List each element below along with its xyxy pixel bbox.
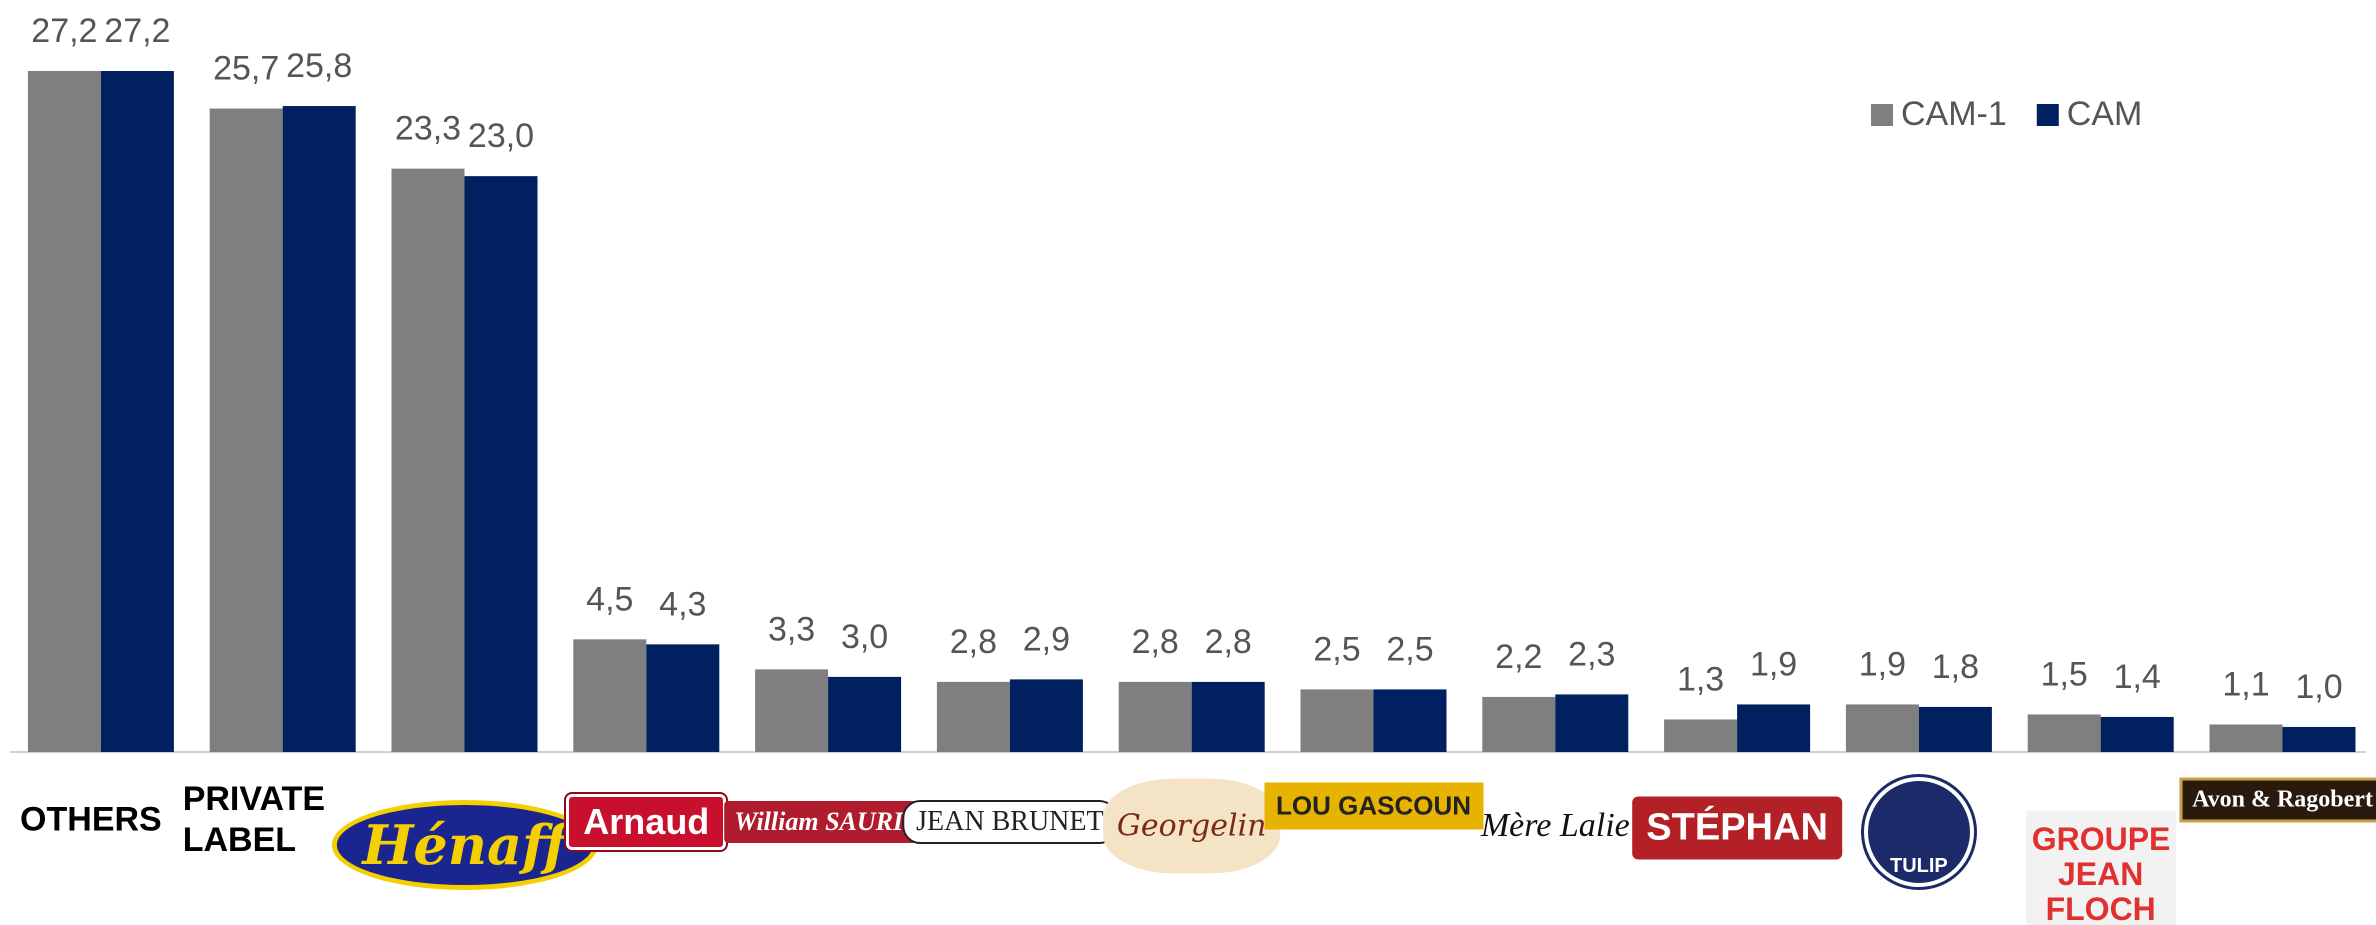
bar bbox=[27, 71, 101, 752]
value-label: 25,7 bbox=[213, 50, 279, 88]
value-label: 2,8 bbox=[1132, 623, 1179, 661]
value-label: 2,5 bbox=[1386, 630, 1433, 668]
value-label: 27,2 bbox=[31, 12, 97, 50]
value-label: 2,5 bbox=[1313, 630, 1360, 668]
bar bbox=[1009, 679, 1083, 752]
value-label: 27,2 bbox=[104, 12, 170, 50]
bar bbox=[100, 71, 174, 752]
value-label: 1,1 bbox=[2222, 665, 2269, 703]
category-label: TULIP bbox=[1863, 777, 1974, 887]
bar bbox=[1555, 694, 1629, 752]
category-label: JEAN BRUNET bbox=[902, 800, 1118, 844]
value-label: 23,3 bbox=[395, 110, 461, 148]
bar bbox=[2282, 726, 2356, 752]
category-label: OTHERS bbox=[20, 800, 162, 839]
bar bbox=[646, 644, 720, 752]
bar bbox=[1918, 706, 1992, 752]
value-label: 1,5 bbox=[2041, 655, 2088, 693]
category-label: Hénaff bbox=[331, 800, 598, 890]
bar bbox=[1664, 719, 1738, 752]
value-label: 1,4 bbox=[2114, 658, 2161, 696]
bar bbox=[1118, 681, 1192, 752]
category-label: Georgelin bbox=[1102, 778, 1281, 874]
value-label: 4,3 bbox=[659, 585, 706, 623]
legend-label: CAM bbox=[2067, 95, 2143, 133]
value-label: 2,8 bbox=[1205, 623, 1252, 661]
value-label: 4,5 bbox=[586, 580, 633, 618]
category-label: STÉPHAN bbox=[1632, 796, 1842, 860]
category-label: Avon & Ragobert bbox=[2179, 777, 2376, 823]
value-label: 2,3 bbox=[1568, 635, 1615, 673]
bar bbox=[828, 676, 902, 752]
legend-swatch bbox=[2036, 104, 2059, 126]
category-label: Arnaud bbox=[564, 792, 729, 852]
value-label: 1,9 bbox=[1859, 645, 1906, 683]
bar bbox=[1845, 704, 1919, 752]
bar bbox=[464, 176, 538, 752]
value-label: 25,8 bbox=[286, 47, 352, 85]
value-label: 1,3 bbox=[1677, 660, 1724, 698]
bar bbox=[1737, 704, 1811, 752]
value-label: 3,0 bbox=[841, 618, 888, 656]
value-label: 23,0 bbox=[468, 117, 534, 155]
value-label: 1,8 bbox=[1932, 648, 1979, 686]
bar bbox=[209, 108, 283, 752]
legend-label: CAM-1 bbox=[1901, 95, 2007, 133]
category-label: LOU GASCOUN bbox=[1264, 782, 1483, 830]
bar bbox=[2027, 714, 2101, 752]
bar bbox=[2209, 724, 2283, 752]
bar bbox=[2100, 716, 2174, 752]
value-label: 2,8 bbox=[950, 623, 997, 661]
value-label: 2,9 bbox=[1023, 620, 1070, 658]
bar bbox=[1300, 689, 1374, 752]
bar bbox=[573, 639, 647, 752]
legend-swatch bbox=[1871, 104, 1893, 126]
bar bbox=[282, 106, 356, 753]
bar bbox=[1191, 681, 1265, 752]
bar bbox=[936, 681, 1010, 752]
category-label: William SAURIN bbox=[724, 801, 932, 843]
value-label: 3,3 bbox=[768, 610, 815, 648]
value-label: 1,0 bbox=[2295, 668, 2342, 706]
bar bbox=[755, 669, 829, 752]
category-label: GROUPE JEAN FLOCH bbox=[2025, 810, 2176, 925]
value-label: 2,2 bbox=[1495, 638, 1542, 676]
bar bbox=[1373, 689, 1447, 752]
bar bbox=[1482, 696, 1556, 752]
category-label: Mère Lalie bbox=[1480, 807, 1630, 844]
value-label: 1,9 bbox=[1750, 645, 1797, 683]
category-label: PRIVATE LABEL bbox=[182, 780, 325, 859]
bar bbox=[391, 168, 465, 753]
